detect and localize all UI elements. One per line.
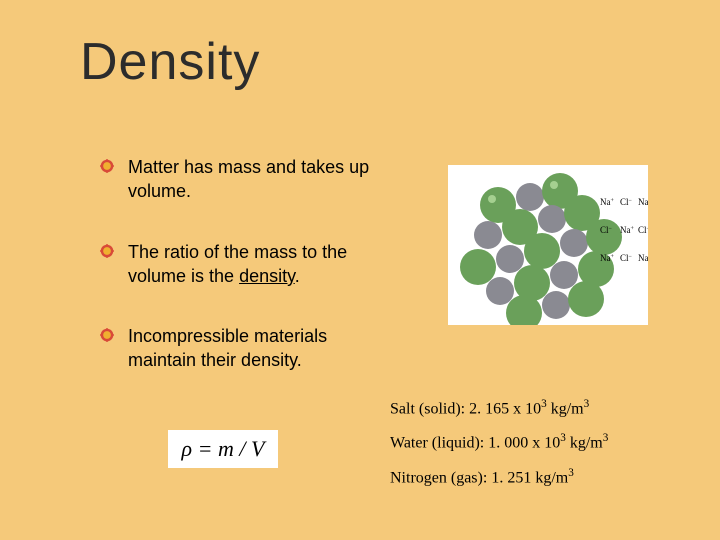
gear-bullet-icon bbox=[100, 244, 114, 258]
bullet-item: Incompressible materials maintain their … bbox=[100, 324, 380, 373]
density-values-list: Salt (solid): 2. 165 x 103 kg/m3 Water (… bbox=[390, 398, 608, 501]
svg-text:Na+: Na+ bbox=[638, 253, 648, 263]
density-row: Water (liquid): 1. 000 x 103 kg/m3 bbox=[390, 432, 608, 452]
density-row: Nitrogen (gas): 1. 251 kg/m3 bbox=[390, 467, 608, 487]
gear-bullet-icon bbox=[100, 328, 114, 342]
bullet-text: The ratio of the mass to the volume is t… bbox=[128, 240, 380, 289]
svg-text:Na+: Na+ bbox=[620, 225, 635, 235]
svg-text:Cl−: Cl− bbox=[620, 197, 633, 207]
slide-title: Density bbox=[80, 32, 260, 92]
density-row: Salt (solid): 2. 165 x 103 kg/m3 bbox=[390, 398, 608, 418]
svg-text:Na+: Na+ bbox=[600, 197, 615, 207]
svg-text:Cl−: Cl− bbox=[638, 225, 648, 235]
bullet-list: Matter has mass and takes up volume. The… bbox=[100, 155, 380, 409]
density-formula: ρ = m / V bbox=[168, 430, 278, 468]
bullet-item: Matter has mass and takes up volume. bbox=[100, 155, 380, 204]
gear-bullet-icon bbox=[100, 159, 114, 173]
bullet-text: Matter has mass and takes up volume. bbox=[128, 155, 380, 204]
svg-text:Cl−: Cl− bbox=[620, 253, 633, 263]
bullet-text: Incompressible materials maintain their … bbox=[128, 324, 380, 373]
crystal-lattice-figure: Na+ Cl− Na+ Cl− Na+ Cl− Na+ Cl− Na+ bbox=[448, 165, 648, 325]
svg-text:Na+: Na+ bbox=[638, 197, 648, 207]
bullet-item: The ratio of the mass to the volume is t… bbox=[100, 240, 380, 289]
